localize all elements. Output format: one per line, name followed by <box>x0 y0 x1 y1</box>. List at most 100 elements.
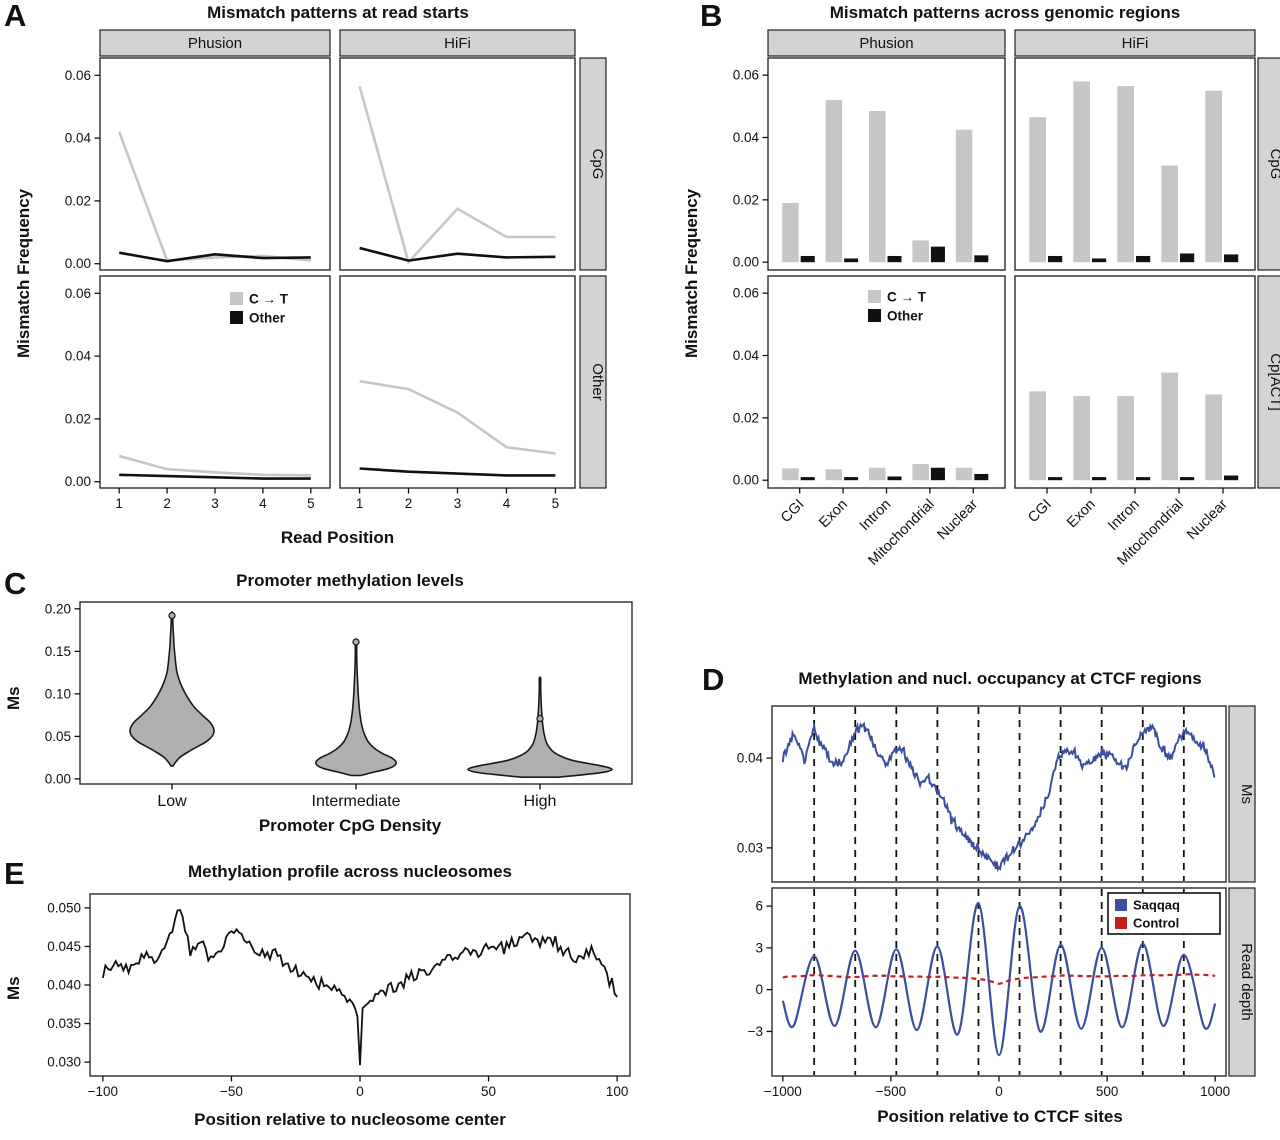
bar-ct <box>869 111 886 263</box>
tick-label: 0.04 <box>733 130 760 145</box>
tick-label: 3 <box>454 496 462 511</box>
panel-d-title: Methylation and nucl. occupancy at CTCF … <box>798 669 1202 688</box>
bar-other <box>887 476 902 481</box>
legend-swatch <box>230 311 243 324</box>
panel-b-chart: Phusion HiFi CpG Cp[ACT] 0.00 0.02 0.04 0.06 0.0… <box>733 29 1280 569</box>
legend-swatch <box>868 290 881 303</box>
tick-label: 2 <box>163 496 171 511</box>
bar-ct <box>1205 394 1222 481</box>
bar-other <box>1136 255 1151 263</box>
bar-other <box>1180 253 1195 263</box>
tick-label: 5 <box>552 496 560 511</box>
violin-marker <box>168 611 176 620</box>
tick-label: 0.04 <box>65 131 92 146</box>
facet-strip <box>1014 29 1256 57</box>
series-ct <box>359 379 556 455</box>
tick-label: 1 <box>356 496 364 511</box>
bar-other <box>800 477 815 481</box>
tick-label: 0.00 <box>733 473 759 488</box>
bar-other <box>1092 477 1107 481</box>
facet-strip <box>579 275 607 489</box>
series-ct <box>118 454 311 477</box>
bar-other <box>800 255 815 263</box>
panel-d-letter: D <box>702 662 725 697</box>
panel-b-ylabel: Mismatch Frequency <box>682 188 701 358</box>
ms-trace <box>781 721 1216 873</box>
facet-strip <box>1228 887 1256 1077</box>
category-label: Intron <box>1105 497 1143 535</box>
series-other <box>118 251 311 263</box>
tick-label: 500 <box>1096 1084 1119 1099</box>
tick-label: 0.04 <box>737 751 764 766</box>
tick-label: 1000 <box>1200 1084 1230 1099</box>
tick-label: 0.10 <box>45 686 71 701</box>
tick-label: 0.06 <box>65 286 91 301</box>
panel-a-letter: A <box>4 0 27 33</box>
bar-ct <box>782 468 799 481</box>
series-ct <box>358 85 556 265</box>
bar-other <box>974 473 989 481</box>
panel-c: C Promoter methylation levels Ms Promote… <box>0 568 660 858</box>
panel-b-letter: B <box>700 0 723 33</box>
tick-label: 0 <box>995 1084 1003 1099</box>
panel-d-xlabel: Position relative to CTCF sites <box>877 1107 1123 1126</box>
tick-label: 2 <box>405 496 413 511</box>
panel-c-letter: C <box>4 566 27 601</box>
tick-label: 0.00 <box>65 256 91 271</box>
category-label: Low <box>157 793 187 810</box>
legend-swatch <box>868 309 881 322</box>
facet-strip <box>767 29 1006 57</box>
tick-label: 0.035 <box>47 1016 81 1031</box>
category-label: High <box>524 793 557 810</box>
tick-label: 4 <box>259 496 267 511</box>
facet-strip-label: HiFi <box>444 35 471 52</box>
tick-label: 4 <box>503 496 511 511</box>
bar-other <box>844 477 859 481</box>
violin-marker <box>352 638 360 646</box>
bar-other <box>974 255 989 263</box>
series-other <box>119 473 311 480</box>
bar-ct <box>955 129 973 263</box>
bar-ct <box>1161 372 1178 481</box>
tick-label: 50 <box>481 1084 496 1099</box>
tick-label: 100 <box>606 1084 629 1099</box>
tick-label: 0.06 <box>733 68 759 83</box>
legend-label: Other <box>249 311 286 326</box>
tick-label: 0.00 <box>733 255 759 270</box>
panel-e: E Methylation profile across nucleosomes… <box>0 858 660 1140</box>
tick-label: 0 <box>356 1084 364 1099</box>
category-label: Intron <box>857 497 895 535</box>
tick-label: −100 <box>88 1084 118 1099</box>
legend-swatch <box>1115 899 1127 911</box>
facet-strip <box>99 29 331 57</box>
tick-label: 0.00 <box>65 474 91 489</box>
bar-other <box>1136 477 1151 481</box>
facet-panel <box>99 57 331 271</box>
bar-ct <box>1117 86 1134 263</box>
violin-marker <box>536 714 544 723</box>
bar-ct <box>1029 117 1046 263</box>
tick-label: 0.06 <box>733 286 759 301</box>
bar-ct <box>1073 396 1090 481</box>
panel-c-chart: 0.00 0.05 0.10 0.15 0.20 Low Intermediate High <box>45 601 633 810</box>
tick-label: −50 <box>220 1084 243 1099</box>
legend-label: Control <box>1133 916 1179 931</box>
tick-label: 0.02 <box>65 193 91 208</box>
legend-label: C → T <box>887 290 927 305</box>
panel-e-title: Methylation profile across nucleosomes <box>187 862 513 881</box>
legend-label: Other <box>887 309 924 324</box>
tick-label: −500 <box>876 1084 906 1099</box>
panel-e-chart: 0.030 0.035 0.040 0.045 0.050 −100 −50 0 50 100 <box>47 893 631 1099</box>
methylation-trace <box>102 908 618 1066</box>
bar-ct <box>869 467 886 481</box>
panel-b: B Mismatch patterns across genomic regio… <box>660 0 1280 600</box>
facet-strip <box>1257 275 1280 489</box>
tick-label: 5 <box>307 496 315 511</box>
saqqaq-depth-line <box>781 902 1217 1057</box>
tick-label: 3 <box>211 496 219 511</box>
bar-ct <box>782 202 799 263</box>
panel-a-title: Mismatch patterns at read starts <box>207 3 469 22</box>
tick-label: −3 <box>748 1024 763 1039</box>
bar-other <box>1048 255 1063 263</box>
category-label: Nuclear <box>1184 496 1231 543</box>
